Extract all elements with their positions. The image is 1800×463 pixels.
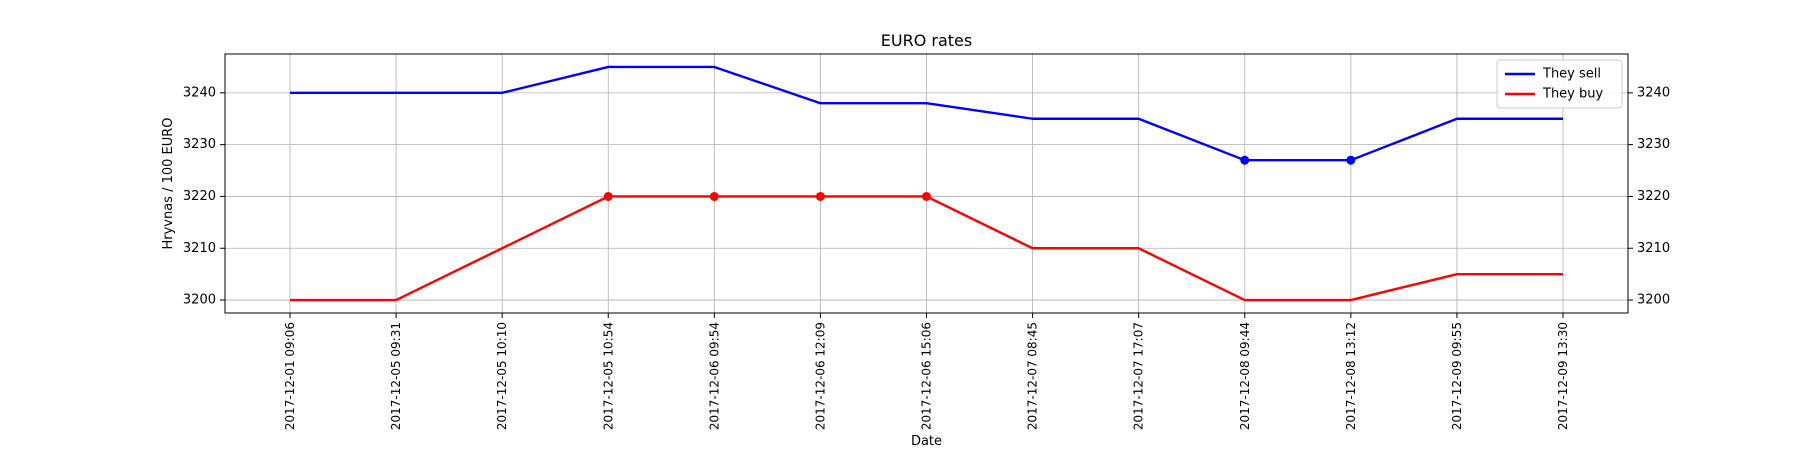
x-tick-label: 2017-12-09 13:30: [1556, 322, 1570, 430]
y-tick-label-right: 3230: [1637, 137, 1670, 152]
x-tick-label: 2017-12-05 10:54: [601, 322, 615, 430]
data-point: [815, 191, 825, 201]
y-tick-label-right: 3200: [1637, 293, 1670, 308]
legend-label: They buy: [1542, 87, 1603, 102]
y-tick-label-right: 3210: [1637, 241, 1670, 256]
y-tick-label-left: 3200: [183, 293, 216, 308]
data-point: [603, 191, 613, 201]
x-tick-label: 2017-12-06 12:09: [813, 322, 827, 430]
series-layer: [290, 65, 1563, 302]
x-tick-label: 2017-12-07 08:45: [1026, 322, 1040, 430]
data-point: [1346, 155, 1356, 165]
legend-label: They sell: [1542, 67, 1601, 82]
legend: They sell They buy: [1496, 59, 1623, 109]
y-tick-label-left: 3240: [183, 85, 216, 100]
y-tick-label-right: 3220: [1637, 189, 1670, 204]
grid-layer: [225, 54, 1628, 313]
y-axis-label: Hryvnas / 100 EURO: [161, 117, 176, 249]
data-point: [1240, 155, 1250, 165]
x-tick-label: 2017-12-06 09:54: [707, 322, 721, 430]
data-point: [709, 191, 719, 201]
x-axis-label: Date: [911, 434, 942, 449]
x-tick-label: 2017-12-05 09:31: [389, 322, 403, 430]
axis-layer: 2017-12-01 09:06 2017-12-05 09:31 2017-12-…: [183, 85, 1670, 430]
x-tick-label: 2017-12-07 17:07: [1132, 322, 1146, 430]
x-tick-label: 2017-12-08 09:44: [1238, 322, 1252, 430]
chart-title: EURO rates: [881, 31, 972, 50]
x-tick-label: 2017-12-06 15:06: [920, 322, 934, 430]
y-tick-label-left: 3210: [183, 241, 216, 256]
y-tick-label-left: 3220: [183, 189, 216, 204]
y-tick-label-right: 3240: [1637, 85, 1670, 100]
x-tick-label: 2017-12-05 10:10: [495, 322, 509, 430]
y-tick-label-left: 3230: [183, 137, 216, 152]
legend-box: [1496, 59, 1623, 109]
data-point: [922, 191, 931, 201]
x-tick-label: 2017-12-01 09:06: [283, 322, 297, 430]
x-tick-label: 2017-12-08 13:12: [1344, 322, 1358, 430]
x-tick-label: 2017-12-09 09:55: [1450, 322, 1464, 430]
